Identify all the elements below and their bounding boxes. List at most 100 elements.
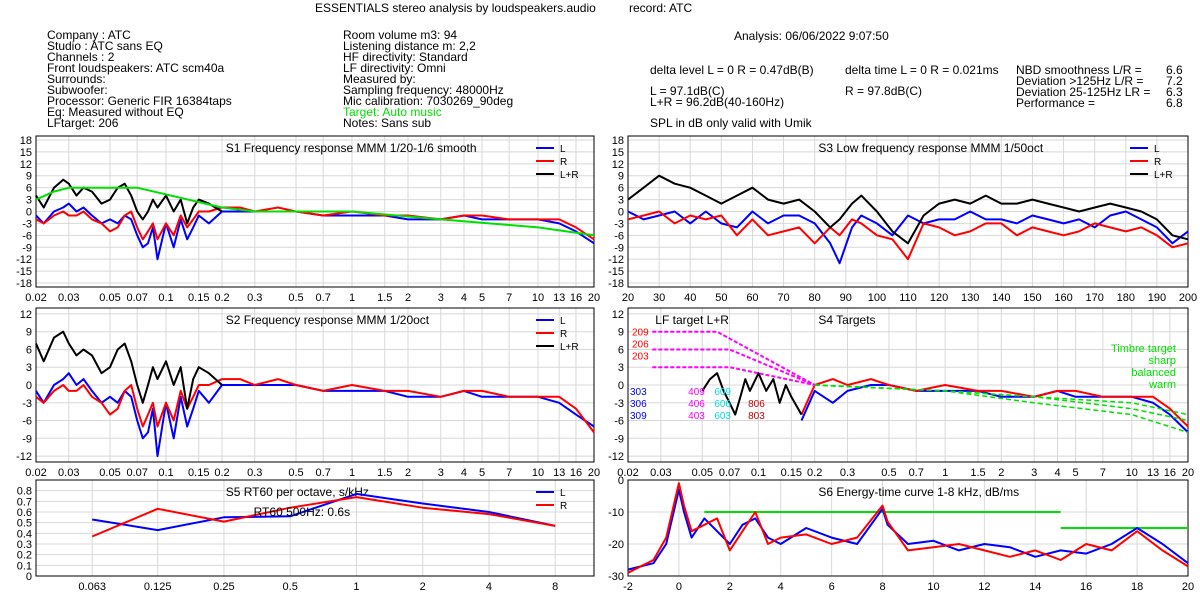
info-sampling-frequency: Sampling frequency: 48000Hz [343, 83, 504, 97]
series-r [91, 496, 556, 538]
x-tick-label: 2 [420, 581, 426, 593]
x-tick-label: 1 [349, 292, 355, 304]
x-tick-label: 10 [1126, 467, 1138, 479]
x-tick-label: 4 [778, 581, 784, 593]
y-tick-label: -10 [608, 507, 624, 519]
score-performance-value: 6.8 [1166, 96, 1183, 110]
x-tick-label: 170 [1085, 292, 1103, 304]
x-tick-label: 60 [746, 292, 758, 304]
x-tick-label: 0.2 [807, 467, 822, 479]
x-tick-label: 30 [653, 292, 665, 304]
timbre-label-timbre-target: Timbre target [1111, 343, 1176, 355]
lf-red-label: 203 [632, 352, 649, 363]
x-tick-label: 0.7 [316, 292, 331, 304]
y-tick-label: 0.2 [17, 550, 32, 562]
x-tick-label: 16 [1080, 581, 1092, 593]
legend-label-l: L [560, 316, 566, 327]
timbre-label-balanced: balanced [1131, 367, 1176, 379]
x-tick-label: 3 [438, 292, 444, 304]
x-tick-label: 90 [840, 292, 852, 304]
x-tick-label: 0.5 [288, 292, 303, 304]
y-tick-label: 0 [618, 475, 624, 487]
delta-time: delta time L = 0 R = 0.021ms [845, 63, 999, 77]
plot-border [627, 307, 1189, 463]
y-tick-label: -15 [608, 266, 624, 278]
score-dev-high-label: Deviation >125Hz L/R = [1016, 74, 1144, 88]
page-title: ESSENTIALS stereo analysis by loudspeake… [315, 1, 596, 15]
y-tick-label: -18 [16, 278, 32, 290]
x-tick-label: 0.3 [247, 467, 262, 479]
y-tick-label: -3 [614, 398, 624, 410]
y-tick-label: 3 [26, 195, 32, 207]
x-tick-label: 0.2 [214, 292, 229, 304]
y-tick-label: -12 [608, 254, 624, 266]
spl-left: L = 97.1dB(C) [650, 84, 725, 98]
chart-title: S4 Targets [818, 313, 875, 327]
y-tick-label: 0.7 [17, 496, 32, 508]
y-tick-label: 0 [618, 380, 624, 392]
x-tick-label: 40 [684, 292, 696, 304]
x-tick-label: 0.5 [283, 581, 298, 593]
x-tick-label: 150 [1023, 292, 1041, 304]
series-lf-203 [652, 366, 815, 386]
info-front-loudspeakers: Front loudspeakers: ATC scm40a [47, 61, 225, 75]
y-tick-label: 6 [618, 344, 624, 356]
x-tick-label: 0.2 [214, 467, 229, 479]
x-tick-label: 50 [715, 292, 727, 304]
info-eq: Eq: Measured without EQ [47, 105, 184, 119]
series-l-r [701, 372, 803, 416]
x-tick-label: 180 [1117, 292, 1135, 304]
info-notes: Notes: Sans sub [343, 116, 432, 130]
y-tick-label: -20 [608, 539, 624, 551]
x-tick-label: 200 [1179, 292, 1197, 304]
x-tick-label: 7 [506, 467, 512, 479]
series-r [800, 378, 1189, 428]
y-tick-label: -9 [22, 242, 32, 254]
x-tick-label: -2 [623, 581, 633, 593]
info-mic-calibration: Mic calibration: 7030269_90deg [343, 94, 514, 108]
series-l [627, 210, 1189, 265]
score-nbd-value: 6.6 [1166, 63, 1183, 77]
x-tick-label: 140 [992, 292, 1010, 304]
info-channels: Channels : 2 [47, 50, 115, 64]
x-tick-label: 13 [1147, 467, 1159, 479]
y-tick-label: 0.6 [17, 507, 32, 519]
score-nbd-label: NBD smoothness L/R = [1016, 63, 1142, 77]
x-tick-label: 16 [570, 292, 582, 304]
x-tick-label: 130 [961, 292, 979, 304]
x-tick-label: 0.07 [719, 467, 740, 479]
info-surrounds: Surrounds: [47, 72, 106, 86]
x-tick-label: 0 [676, 581, 682, 593]
lf-magenta-label: 409 [688, 387, 705, 398]
info-company: Company : ATC [47, 28, 131, 42]
x-tick-label: 4 [461, 292, 467, 304]
y-tick-label: -6 [614, 230, 624, 242]
info-listening-distance: Listening distance m: 2,2 [343, 39, 476, 53]
score-dev-low-value: 6.3 [1166, 85, 1183, 99]
x-tick-label: 120 [930, 292, 948, 304]
plot-border [35, 307, 595, 463]
y-tick-label: -3 [22, 218, 32, 230]
y-tick-label: 9 [26, 171, 32, 183]
x-tick-label: 1.5 [377, 467, 392, 479]
x-tick-label: 0.125 [144, 581, 172, 593]
spl-right: R = 97.8dB(C) [845, 84, 923, 98]
y-tick-label: 0.1 [17, 560, 32, 572]
series-l-r [35, 178, 223, 225]
x-tick-label: 6 [829, 581, 835, 593]
y-tick-label: 0.4 [17, 528, 32, 540]
x-tick-label: 5 [479, 292, 485, 304]
x-tick-label: 0.15 [188, 292, 209, 304]
legend-label-l-r: L+R [1154, 170, 1173, 181]
series-l-r [35, 330, 223, 410]
x-tick-label: 20 [622, 292, 634, 304]
lf-cyan-label: 609 [714, 387, 731, 398]
x-tick-label: 70 [777, 292, 789, 304]
info-subwoofer: Subwoofer: [47, 83, 108, 97]
y-tick-label: 6 [26, 344, 32, 356]
lf-cyan-label: 606 [714, 399, 731, 410]
x-tick-label: 1 [942, 467, 948, 479]
x-tick-label: 4 [461, 467, 467, 479]
